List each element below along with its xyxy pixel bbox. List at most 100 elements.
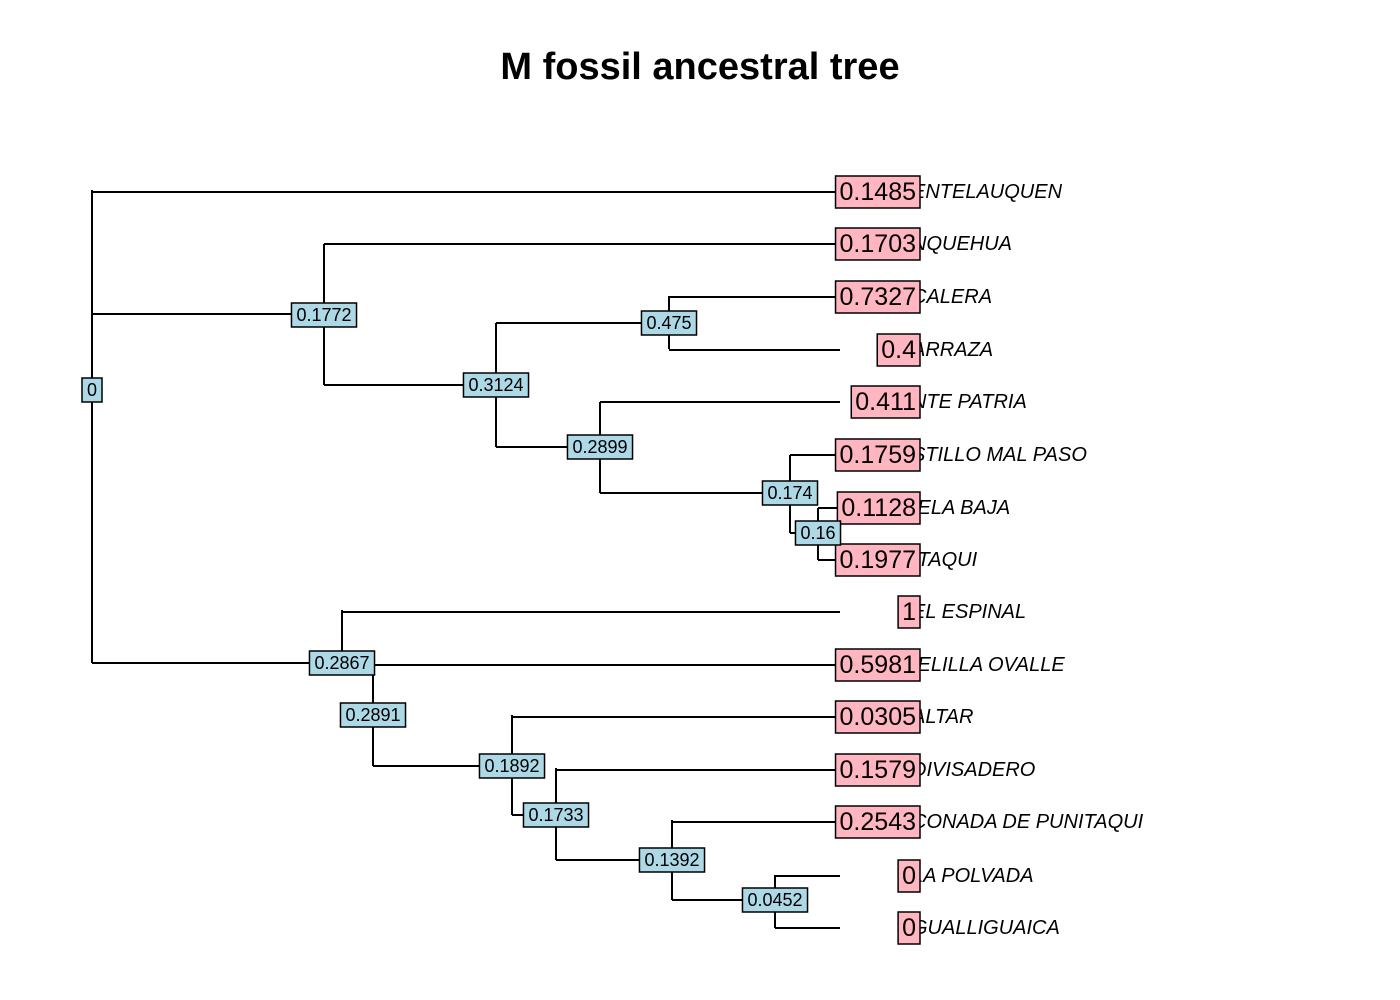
node-value-label-box [308,650,376,676]
tip-value-label-box [834,753,921,787]
tip-value-label-box [897,859,921,893]
tip-label: GUALLIGUAICA [912,917,1060,939]
tip-value-label: 0 [897,911,921,945]
node-value-label-box [640,310,698,336]
node-value-label-text: 0.2891 [345,705,400,725]
tip-label: IELILLA OVALLE [912,654,1065,676]
tip-value-label-text: 1 [902,598,916,626]
tip-value-label: 0.1579 [834,753,921,787]
node-value-label-box [81,377,103,403]
node-value-label: 0.1392 [638,847,706,873]
tip-label: LA POLVADA [912,865,1034,887]
node-value-label: 0.3124 [462,372,530,398]
tip-value-label: 0.411 [850,385,921,419]
node-value-label-text: 0.2899 [572,437,627,457]
tip-value-label-text: 0 [902,914,916,942]
node-value-label-text: 0.1772 [296,305,351,325]
chart-title: M fossil ancestral tree [500,46,900,88]
tip-label: CONADA DE PUNITAQUI [912,811,1144,833]
node-value-label-text: 0.1733 [528,805,583,825]
tip-value-label-text: 0.411 [855,388,916,416]
node-value-label: 0.16 [794,520,842,546]
tip-value-label-text: 0.1485 [840,178,916,206]
tip-value-label: 0.0305 [834,700,921,734]
tip-value-label-box [834,543,921,577]
node-value-label-text: 0.174 [767,483,812,503]
tip-value-label-text: 0.1759 [840,441,916,469]
node-value-label: 0.475 [640,310,698,336]
tip-value-label-box [834,438,921,472]
tip-label: DIVISADERO [912,759,1035,781]
tip-label: ITAQUI [912,549,978,571]
tip-label: ALTAR [911,706,974,728]
tip-label: ENTELAUQUEN [912,181,1063,203]
node-value-label: 0.1733 [522,802,590,828]
tip-value-label: 0 [897,859,921,893]
tip-value-label-text: 0.1128 [841,494,916,522]
node-value-label-text: 0.3124 [468,375,523,395]
node-value-label-text: 0.2867 [314,653,369,673]
node-value-label-text: 0.475 [646,313,691,333]
node-value-label: 0.0452 [741,887,809,913]
tip-value-label-box [897,595,921,629]
node-value-label: 0.1772 [290,302,358,328]
node-value-label-text: 0.1392 [644,850,699,870]
node-value-label-text: 0.16 [800,523,835,543]
tip-value-label-box [834,280,921,314]
node-value-label-text: 0.0452 [747,890,802,910]
tip-label: CALERA [912,286,992,308]
node-value-label-box [522,802,590,828]
node-value-label-box [794,520,842,546]
tip-value-label-text: 0.0305 [840,703,916,731]
tip-value-label: 0.2543 [834,805,921,839]
node-value-label: 0 [81,377,103,403]
tip-value-label: 0.1759 [834,438,921,472]
node-value-label: 0.2899 [566,434,634,460]
node-value-label-box [290,302,358,328]
node-value-label-box [638,847,706,873]
tip-value-label-text: 0.1977 [840,546,916,574]
tip-value-label-box [876,333,921,367]
node-value-label-box [339,702,407,728]
node-value-label-box [566,434,634,460]
tip-value-label-box [836,491,921,525]
tip-value-label: 1 [897,595,921,629]
node-value-label: 0.1892 [478,753,546,779]
tip-value-label: 0.1703 [834,227,921,261]
tip-value-label-box [834,175,921,209]
tip-value-label: 0.1485 [834,175,921,209]
tip-value-label-box [897,911,921,945]
node-value-label-box [761,480,819,506]
tip-label: STILLO MAL PASO [912,444,1087,466]
tip-value-label-text: 0.1579 [840,756,916,784]
tip-label: ARRAZA [911,339,993,361]
tip-label: NQUEHUA [912,233,1012,255]
node-value-label-text: 0 [87,380,97,400]
tip-value-label-text: 0.1703 [840,230,916,258]
tip-label: IELA BAJA [912,497,1010,519]
tip-value-label-text: 0.2543 [840,808,916,836]
tip-value-label: 0.7327 [834,280,921,314]
node-value-label: 0.2867 [308,650,376,676]
tip-value-label-text: 0 [902,862,916,890]
tip-label: NTE PATRIA [912,391,1027,413]
tip-value-label: 0.5981 [834,648,921,682]
node-value-label: 0.2891 [339,702,407,728]
tip-value-label-box [834,805,921,839]
node-value-label-box [478,753,546,779]
tip-value-label-box [850,385,921,419]
node-value-label: 0.174 [761,480,819,506]
node-value-label-box [741,887,809,913]
tip-value-label-text: 0.4 [881,336,916,364]
tip-value-label-text: 0.7327 [840,283,916,311]
node-value-label-text: 0.1892 [484,756,539,776]
tip-value-label: 0.1977 [834,543,921,577]
tip-label: EL ESPINAL [912,601,1026,623]
tip-value-label: 0.1128 [836,491,921,525]
tip-value-label-box [834,648,921,682]
tip-value-label-text: 0.5981 [840,651,916,679]
tip-value-label: 0.4 [876,333,921,367]
tip-value-label-box [834,700,921,734]
node-value-label-box [462,372,530,398]
